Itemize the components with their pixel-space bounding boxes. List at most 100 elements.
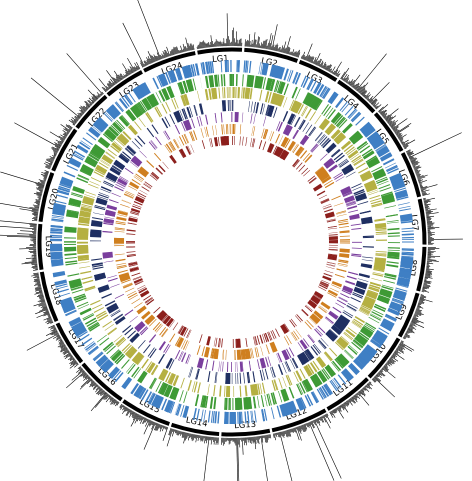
track-3-feature: [367, 289, 379, 295]
track-6-feature: [115, 258, 126, 262]
track-3-feature: [82, 198, 94, 204]
track-4-feature: [290, 115, 297, 126]
track-1-feature: [338, 374, 347, 385]
track-4-feature: [337, 314, 351, 326]
track-7-feature: [314, 186, 323, 192]
histogram-bar: [97, 95, 100, 98]
histogram-bar: [49, 158, 54, 161]
track-1-feature: [261, 409, 264, 422]
track-1-feature: [52, 270, 66, 278]
histogram-bar: [395, 125, 410, 135]
track-3-feature: [282, 97, 288, 108]
track-4-feature: [308, 126, 316, 136]
track-4-feature: [237, 372, 239, 384]
histogram-bar: [108, 395, 111, 398]
track-6-feature: [133, 176, 143, 183]
track-2-feature: [232, 74, 235, 87]
histogram-bar: [296, 49, 301, 58]
histogram-bar: [404, 147, 407, 150]
histogram-bar: [63, 350, 69, 355]
track-1-feature: [110, 105, 120, 116]
track-1-feature: [401, 255, 414, 258]
track-4-feature: [325, 142, 337, 154]
track-5-feature: [129, 315, 138, 323]
track-5-feature: [111, 192, 121, 198]
histogram-bar: [80, 377, 91, 388]
histogram-bar: [366, 383, 372, 390]
histogram-bar: [98, 387, 101, 390]
track-4-feature: [207, 371, 211, 383]
track-7-feature: [217, 338, 221, 348]
histogram-bar: [130, 69, 133, 74]
histogram-bar: [412, 317, 418, 320]
histogram-bar: [103, 391, 106, 395]
track-3-feature: [253, 384, 256, 396]
track-2-feature: [362, 327, 373, 335]
track-2-feature: [386, 264, 399, 268]
track-5-feature: [297, 342, 304, 351]
track-4-feature: [291, 358, 298, 369]
track-3-feature: [301, 106, 308, 117]
ideogram-lg18: [39, 271, 59, 323]
histogram-bar: [122, 22, 145, 67]
track-5-feature: [281, 349, 290, 361]
histogram-bar: [137, 0, 162, 60]
histogram-bar: [389, 120, 399, 127]
histogram-bar: [368, 382, 371, 386]
track-5-feature: [250, 113, 253, 124]
track-2-feature: [76, 301, 89, 308]
histogram-bar: [35, 183, 45, 187]
histogram-bar: [369, 381, 372, 384]
track-7-feature: [321, 199, 330, 204]
histogram-bar: [215, 437, 217, 445]
track-6-feature: [136, 305, 145, 312]
track-2-feature: [350, 132, 364, 145]
track-7-feature: [140, 291, 150, 298]
track-2-feature: [164, 384, 170, 397]
track-4-feature: [179, 109, 184, 121]
track-2-feature: [70, 286, 83, 291]
histogram-bar: [308, 56, 312, 62]
track-3-feature: [107, 327, 117, 335]
track-1-feature: [128, 91, 136, 103]
histogram-bar: [167, 52, 170, 57]
histogram-bar: [358, 84, 365, 93]
track-1-feature: [165, 72, 171, 84]
histogram-bar: [53, 152, 57, 155]
track-2-feature: [63, 241, 76, 243]
histogram-bar: [341, 67, 350, 80]
histogram-bar: [159, 54, 162, 60]
histogram-bar: [111, 399, 116, 405]
track-5-feature: [276, 121, 281, 131]
histogram-bar: [60, 124, 71, 132]
lg-label: LG14: [185, 415, 208, 429]
track-2-feature: [379, 288, 393, 297]
histogram-bar: [26, 257, 37, 259]
track-1-feature: [392, 297, 404, 303]
histogram-bar: [422, 288, 425, 290]
track-3-feature: [89, 180, 100, 186]
track-1-feature: [401, 253, 414, 256]
track-4-feature: [339, 160, 349, 168]
track-2-feature: [79, 307, 92, 316]
ideogram-lg23: [106, 70, 143, 97]
track-2-feature: [200, 395, 204, 408]
track-3-feature: [259, 383, 263, 395]
track-2-feature: [301, 381, 308, 393]
histogram-bar: [31, 218, 38, 220]
track-2-feature: [213, 397, 216, 410]
track-1-feature: [286, 69, 292, 82]
track-6-feature: [333, 202, 344, 207]
track-5-feature: [150, 140, 157, 149]
histogram-bar: [336, 407, 344, 419]
histogram-bar: [119, 404, 123, 409]
histogram-bar: [287, 429, 291, 437]
histogram-bar: [397, 134, 402, 138]
track-3-feature: [115, 138, 125, 147]
ideogram-lg14: [170, 422, 220, 437]
track-4-feature: [105, 175, 117, 183]
track-6-feature: [182, 340, 188, 350]
histogram-bar: [83, 105, 88, 110]
histogram-bar: [99, 93, 102, 97]
histogram-bar: [171, 429, 175, 437]
